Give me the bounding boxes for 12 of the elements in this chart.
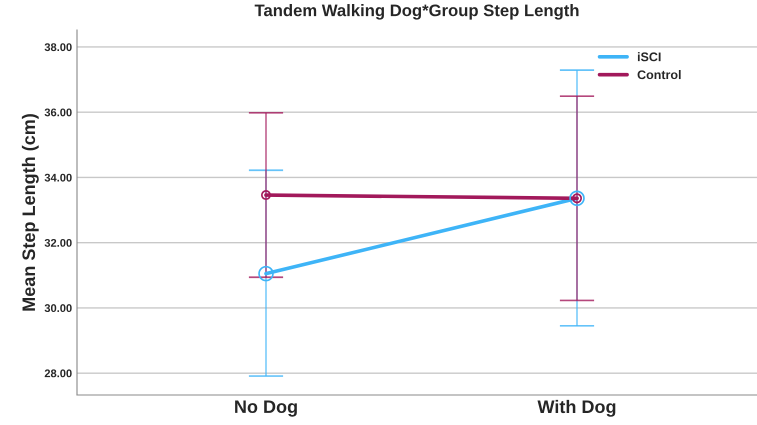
y-axis-title: Mean Step Length (cm) bbox=[22, 114, 39, 311]
y-tick-label: 32.00 bbox=[44, 238, 72, 247]
y-tick-label: 30.00 bbox=[44, 304, 72, 312]
y-tick-label: 36.00 bbox=[44, 108, 72, 116]
legend-label: iSCI bbox=[638, 52, 661, 62]
chart-title: Tandem Walking Dog*Group Step Length bbox=[254, 4, 578, 20]
x-tick-label: With Dog bbox=[537, 400, 616, 417]
y-tick-label: 38.00 bbox=[44, 43, 72, 52]
legend-label: Control bbox=[638, 70, 681, 80]
y-tick-label: 34.00 bbox=[44, 174, 72, 182]
y-tick-label: 28.00 bbox=[44, 369, 72, 378]
x-tick-label: No Dog bbox=[235, 400, 297, 417]
